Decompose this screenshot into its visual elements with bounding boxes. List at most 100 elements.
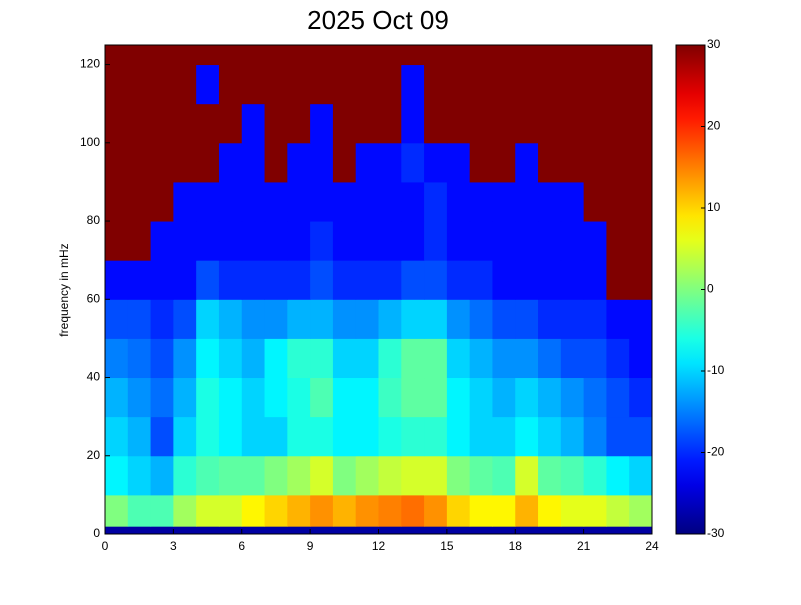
heat-cell — [264, 45, 288, 66]
heat-cell — [401, 260, 425, 300]
heat-cell — [355, 181, 379, 222]
heat-cell — [515, 181, 539, 222]
heat-cell — [196, 494, 220, 527]
heat-cell — [424, 45, 448, 66]
y-axis-label: frequency in mHz — [57, 243, 71, 336]
heat-cell — [378, 299, 402, 339]
heat-cell — [538, 45, 562, 66]
heat-cell — [150, 494, 174, 527]
heat-cell — [150, 181, 174, 222]
heat-cell — [241, 221, 266, 261]
heat-cell — [264, 338, 288, 379]
heat-cell — [173, 221, 197, 261]
heat-cell — [583, 494, 607, 527]
heat-cell — [105, 45, 129, 66]
heat-cell — [105, 455, 129, 496]
heat-cell — [173, 103, 197, 144]
heat-cell — [606, 338, 630, 379]
heat-cell — [424, 103, 448, 144]
heat-cell — [241, 45, 266, 66]
heat-cell — [264, 221, 288, 261]
heat-cell — [287, 455, 311, 496]
heat-cell — [218, 221, 243, 261]
heat-cell — [127, 221, 152, 261]
heat-cell — [538, 64, 562, 105]
heat-cell — [332, 455, 357, 496]
heat-cell — [629, 181, 653, 222]
heat-cell — [446, 260, 471, 300]
heat-cell — [127, 45, 152, 66]
heat-cell — [355, 64, 379, 105]
heat-cell — [150, 260, 174, 300]
heat-cell — [150, 221, 174, 261]
heat-cell — [241, 338, 266, 379]
y-tick-label: 120 — [80, 57, 100, 71]
heat-cell — [196, 45, 220, 66]
heat-cell — [378, 455, 402, 496]
heat-cell — [629, 45, 653, 66]
heat-cell — [492, 64, 516, 105]
heat-cell — [241, 299, 266, 339]
heat-cell — [515, 221, 539, 261]
heat-cell — [560, 416, 585, 457]
heat-cell — [606, 260, 630, 300]
heat-cell — [332, 103, 357, 144]
heat-cell — [196, 416, 220, 457]
heat-cell — [583, 64, 607, 105]
heat-cell — [446, 181, 471, 222]
heat-cell — [424, 260, 448, 300]
heat-cell — [332, 377, 357, 418]
heat-cell — [127, 103, 152, 144]
heat-cell — [127, 181, 152, 222]
heat-cell — [196, 260, 220, 300]
heat-cell — [606, 181, 630, 222]
x-tick-label: 6 — [238, 539, 245, 553]
heat-cell — [355, 142, 379, 183]
heat-cell — [173, 142, 197, 183]
chart-title: 2025 Oct 09 — [307, 5, 449, 35]
heat-cell — [355, 45, 379, 66]
heat-cell — [105, 64, 129, 105]
x-tick-label: 3 — [170, 539, 177, 553]
heatmap — [105, 45, 653, 535]
heat-cell — [264, 526, 288, 535]
heat-cell — [196, 181, 220, 222]
heat-cell — [583, 377, 607, 418]
heat-cell — [560, 45, 585, 66]
heat-cell — [515, 260, 539, 300]
heat-cell — [355, 260, 379, 300]
heat-cell — [560, 221, 585, 261]
heat-cell — [469, 142, 493, 183]
heat-cell — [583, 181, 607, 222]
heat-cell — [378, 181, 402, 222]
heat-cell — [492, 181, 516, 222]
heat-cell — [310, 299, 334, 339]
heat-cell — [127, 455, 152, 496]
heat-cell — [241, 377, 266, 418]
heat-cell — [355, 494, 379, 527]
heat-cell — [241, 526, 266, 535]
heat-cell — [264, 64, 288, 105]
heat-cell — [287, 416, 311, 457]
heat-cell — [287, 338, 311, 379]
heat-cell — [446, 494, 471, 527]
heat-cell — [606, 377, 630, 418]
heat-cell — [173, 181, 197, 222]
heat-cell — [401, 455, 425, 496]
heat-cell — [606, 494, 630, 527]
heat-cell — [310, 64, 334, 105]
heat-cell — [355, 221, 379, 261]
heat-cell — [378, 221, 402, 261]
heat-cell — [196, 64, 220, 105]
heat-cell — [583, 260, 607, 300]
heat-cell — [173, 299, 197, 339]
heat-cell — [355, 299, 379, 339]
heat-cell — [355, 103, 379, 144]
heat-cell — [310, 260, 334, 300]
heat-cell — [629, 377, 653, 418]
heat-cell — [218, 260, 243, 300]
heat-cell — [287, 299, 311, 339]
heat-cell — [583, 45, 607, 66]
heat-cell — [446, 64, 471, 105]
